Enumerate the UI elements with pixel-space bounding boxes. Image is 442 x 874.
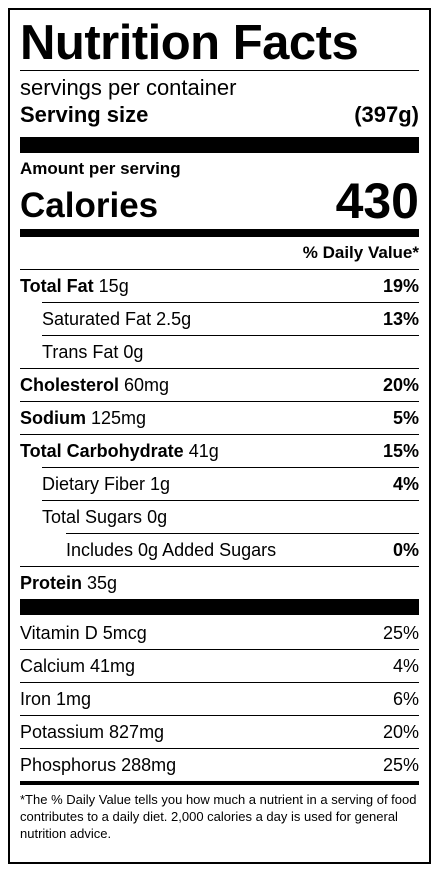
vitamin-row-potassium: Potassium 827mg 20% — [20, 716, 419, 749]
vitamin-name: Calcium 41mg — [20, 656, 136, 676]
nutrient-row-sodium: Sodium 125mg 5% — [20, 401, 419, 434]
vitamin-row-calcium: Calcium 41mg 4% — [20, 650, 419, 683]
vitamin-dv: 20% — [382, 722, 419, 742]
vitamin-dv: 4% — [392, 656, 419, 676]
nutrient-name: Saturated Fat — [42, 309, 152, 329]
serving-size-row: Serving size (397g) — [20, 101, 419, 129]
nutrient-dv: 19% — [382, 276, 419, 296]
calories-label: Calories — [20, 186, 159, 225]
vitamin-name: Iron 1mg — [20, 689, 92, 709]
vitamin-row-iron: Iron 1mg 6% — [20, 683, 419, 716]
nutrient-amount: 0g — [118, 342, 144, 362]
servings-per-container: servings per container — [20, 75, 237, 100]
nutrient-dv: 13% — [382, 309, 419, 329]
vitamin-dv: 6% — [392, 689, 419, 709]
nutrient-row-saturated-fat: Saturated Fat 2.5g 13% — [42, 302, 419, 335]
divider — [20, 70, 419, 71]
nutrient-name: Total Sugars — [42, 507, 143, 527]
nutrient-amount: 60mg — [119, 375, 170, 395]
nutrient-row-total-carbohydrate: Total Carbohydrate 41g 15% — [20, 434, 419, 467]
calories-row: Calories 430 — [20, 175, 419, 227]
nutrient-dv: 5% — [392, 408, 419, 428]
vitamin-dv: 25% — [382, 755, 419, 775]
daily-value-header: % Daily Value* — [302, 243, 419, 262]
nutrient-dv: 0% — [392, 540, 419, 560]
nutrient-name: Sodium — [20, 408, 86, 428]
nutrient-dv: 20% — [382, 375, 419, 395]
nutrient-name: Includes 0g Added Sugars — [66, 540, 277, 560]
nutrient-name: Total Carbohydrate — [20, 441, 184, 461]
nutrient-amount: 15g — [93, 276, 129, 296]
serving-size-label: Serving size — [20, 102, 149, 127]
nutrient-amount: 2.5g — [151, 309, 192, 329]
vitamin-row-vitamin-d: Vitamin D 5mcg 25% — [20, 617, 419, 650]
vitamin-name: Phosphorus 288mg — [20, 755, 177, 775]
medium-divider — [20, 229, 419, 237]
label-title: Nutrition Facts — [20, 16, 359, 70]
nutrient-amount: 0g — [142, 507, 168, 527]
serving-size-value: (397g) — [354, 102, 419, 127]
nutrient-row-total-sugars: Total Sugars 0g — [42, 500, 419, 533]
nutrient-amount: 1g — [145, 474, 171, 494]
vitamin-dv: 25% — [382, 623, 419, 643]
nutrient-dv: 15% — [382, 441, 419, 461]
nutrient-row-total-fat: Total Fat 15g 19% — [20, 269, 419, 302]
footer-divider — [20, 781, 419, 785]
nutrient-name: Total Fat — [20, 276, 94, 296]
nutrient-amount: 35g — [82, 573, 118, 593]
nutrition-facts-label: Nutrition Facts servings per container S… — [8, 8, 431, 864]
amount-per-serving: Amount per serving — [20, 159, 181, 178]
nutrient-row-trans-fat: Trans Fat 0g — [42, 335, 419, 368]
nutrient-name: Protein — [20, 573, 83, 593]
nutrient-row-protein: Protein 35g — [20, 566, 419, 599]
nutrient-row-dietary-fiber: Dietary Fiber 1g 4% — [42, 467, 419, 500]
calories-value: 430 — [335, 173, 419, 229]
nutrient-row-cholesterol: Cholesterol 60mg 20% — [20, 368, 419, 401]
thick-divider — [20, 599, 419, 615]
nutrient-amount: 41g — [183, 441, 219, 461]
vitamin-name: Potassium 827mg — [20, 722, 165, 742]
nutrient-dv: 4% — [392, 474, 419, 494]
nutrient-amount: 125mg — [86, 408, 147, 428]
vitamin-name: Vitamin D 5mcg — [20, 623, 147, 643]
nutrient-name: Trans Fat — [42, 342, 119, 362]
nutrient-row-added-sugars: Includes 0g Added Sugars 0% — [66, 533, 419, 566]
daily-value-footnote: *The % Daily Value tells you how much a … — [20, 792, 417, 841]
nutrient-name: Dietary Fiber — [42, 474, 146, 494]
vitamin-row-phosphorus: Phosphorus 288mg 25% — [20, 749, 419, 781]
thick-divider — [20, 137, 419, 153]
nutrient-name: Cholesterol — [20, 375, 120, 395]
